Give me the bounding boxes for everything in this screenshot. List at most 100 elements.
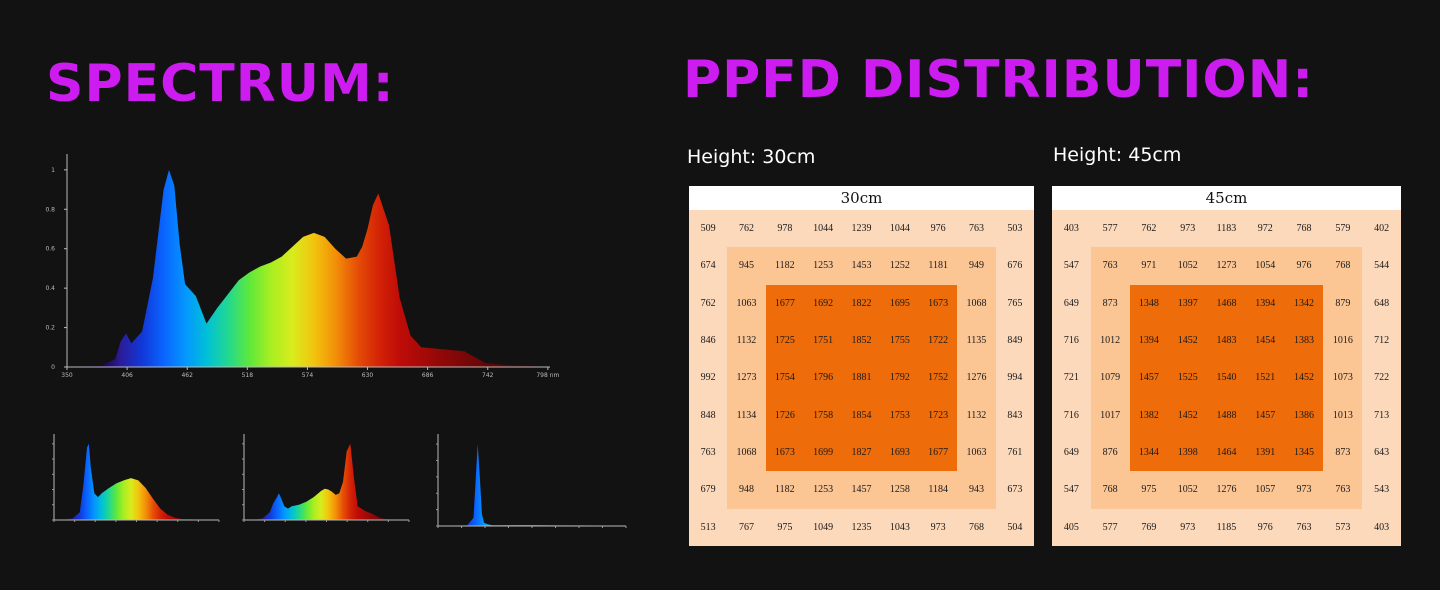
ppfd-value-cell: 1453 [851, 260, 872, 272]
ppfd-value-cell: 973 [1296, 484, 1312, 496]
ppfd-value-cell: 973 [1180, 223, 1196, 234]
ppfd-value-cell: 503 [1007, 223, 1023, 234]
ppfd-value-cell: 949 [968, 260, 984, 272]
ppfd-value-cell: 1755 [889, 335, 910, 346]
mini-spectrum-chart-3 [436, 434, 627, 528]
ppfd-value-cell: 1012 [1100, 335, 1121, 346]
ppfd-value-cell: 848 [700, 409, 716, 421]
ppfd-value-cell: 1386 [1294, 409, 1315, 421]
ppfd-value-cell: 402 [1374, 223, 1390, 234]
ppfd-value-cell: 768 [1335, 260, 1351, 272]
ppfd-value-cell: 1017 [1100, 409, 1121, 421]
ppfd-value-cell: 1383 [1294, 335, 1315, 346]
x-tick-label: 798 nm [536, 372, 559, 379]
ppfd-value-cell: 1398 [1177, 447, 1198, 458]
ppfd-value-cell: 722 [1374, 372, 1390, 384]
ppfd-value-cell: 1258 [889, 484, 910, 496]
ppfd-value-cell: 721 [1063, 372, 1079, 384]
ppfd-value-cell: 577 [1102, 521, 1118, 533]
ppfd-value-cell: 1182 [775, 260, 795, 272]
ppfd-value-cell: 1796 [813, 372, 834, 384]
height-30-label: Height: 30cm [687, 146, 816, 168]
ppfd-value-cell: 1723 [928, 409, 949, 421]
ppfd-value-cell: 712 [1374, 335, 1390, 346]
ppfd-value-cell: 1525 [1177, 372, 1198, 384]
ppfd-value-cell: 1054 [1255, 260, 1276, 272]
spectrum-heading: SPECTRUM: [46, 54, 395, 114]
ppfd-value-cell: 504 [1007, 521, 1023, 533]
ppfd-value-cell: 1483 [1216, 335, 1237, 346]
ppfd-value-cell: 876 [1102, 447, 1118, 458]
ppfd-value-cell: 767 [738, 521, 754, 533]
ppfd-value-cell: 1079 [1100, 372, 1121, 384]
ppfd-value-cell: 973 [930, 521, 946, 533]
ppfd-value-cell: 716 [1063, 335, 1079, 346]
ppfd-value-cell: 976 [1257, 521, 1273, 533]
ppfd-grid-30cm: 30cm 509 762 978 1044 1239 1044 976 763 503 674 94… [689, 186, 1034, 546]
ppfd-value-cell: 1184 [928, 484, 948, 496]
ppfd-value-cell: 846 [700, 335, 716, 346]
ppfd-value-cell: 975 [1141, 484, 1157, 496]
ppfd-value-cell: 1073 [1332, 372, 1353, 384]
ppfd-value-cell: 978 [777, 223, 793, 234]
ppfd-value-cell: 513 [700, 521, 716, 533]
ppfd-value-cell: 849 [1007, 335, 1023, 346]
x-tick-label: 742 [482, 372, 494, 379]
ppfd-heading: PPFD DISTRIBUTION: [683, 50, 1315, 110]
ppfd-value-cell: 1182 [775, 484, 795, 496]
ppfd-value-cell: 1751 [813, 335, 834, 346]
ppfd-value-cell: 673 [1007, 484, 1023, 496]
ppfd-value-cell: 1468 [1216, 297, 1237, 309]
ppfd-value-cell: 1273 [1216, 260, 1237, 272]
ppfd-value-cell: 1043 [889, 521, 910, 533]
ppfd-value-cell: 765 [1007, 297, 1023, 309]
ppfd-value-cell: 1754 [774, 372, 795, 384]
ppfd-value-cell: 768 [1102, 484, 1118, 496]
ppfd-value-cell: 1693 [889, 447, 910, 458]
ppfd-value-cell: 1722 [928, 335, 949, 346]
ppfd-value-cell: 1394 [1138, 335, 1159, 346]
ppfd-value-cell: 1063 [736, 297, 757, 309]
ppfd-value-cell: 1235 [851, 521, 872, 533]
ppfd-value-cell: 649 [1063, 297, 1079, 309]
ppfd-value-cell: 1457 [851, 484, 872, 496]
ppfd-grid-title: 45cm [1205, 189, 1248, 207]
ppfd-value-cell: 1452 [1177, 335, 1198, 346]
ppfd-value-cell: 1013 [1332, 409, 1353, 421]
ppfd-value-cell: 579 [1335, 223, 1351, 234]
ppfd-value-cell: 972 [1257, 223, 1273, 234]
ppfd-value-cell: 674 [700, 260, 716, 272]
ppfd-value-cell: 843 [1007, 409, 1023, 421]
ppfd-value-cell: 1348 [1138, 297, 1159, 309]
x-tick-label: 406 [121, 372, 133, 379]
ppfd-value-cell: 1452 [1294, 372, 1315, 384]
ppfd-zone [1129, 284, 1324, 472]
ppfd-value-cell: 1881 [851, 372, 872, 384]
ppfd-value-cell: 547 [1063, 260, 1079, 272]
ppfd-value-cell: 1345 [1294, 447, 1315, 458]
ppfd-value-cell: 1677 [928, 447, 949, 458]
ppfd-zone [765, 284, 958, 472]
ppfd-value-cell: 1673 [928, 297, 949, 309]
ppfd-value-cell: 762 [700, 297, 716, 309]
ppfd-value-cell: 679 [700, 484, 716, 496]
ppfd-value-cell: 1063 [966, 447, 987, 458]
ppfd-value-cell: 1276 [966, 372, 987, 384]
ppfd-value-cell: 547 [1063, 484, 1079, 496]
ppfd-value-cell: 945 [738, 260, 754, 272]
ppfd-value-cell: 769 [1141, 521, 1157, 533]
ppfd-value-cell: 1699 [813, 447, 834, 458]
ppfd-value-cell: 971 [1141, 260, 1157, 272]
ppfd-value-cell: 1521 [1255, 372, 1276, 384]
y-tick-label: 1 [51, 167, 55, 174]
ppfd-value-cell: 1752 [928, 372, 949, 384]
ppfd-value-cell: 1677 [774, 297, 795, 309]
ppfd-value-cell: 1394 [1255, 297, 1276, 309]
ppfd-value-cell: 1134 [736, 409, 757, 421]
ppfd-value-cell: 1753 [889, 409, 910, 421]
ppfd-value-cell: 1822 [851, 297, 872, 309]
y-tick-label: 0.4 [45, 285, 55, 292]
ppfd-value-cell: 676 [1007, 260, 1023, 272]
spectrum-area [438, 444, 626, 526]
ppfd-value-cell: 1253 [813, 260, 834, 272]
